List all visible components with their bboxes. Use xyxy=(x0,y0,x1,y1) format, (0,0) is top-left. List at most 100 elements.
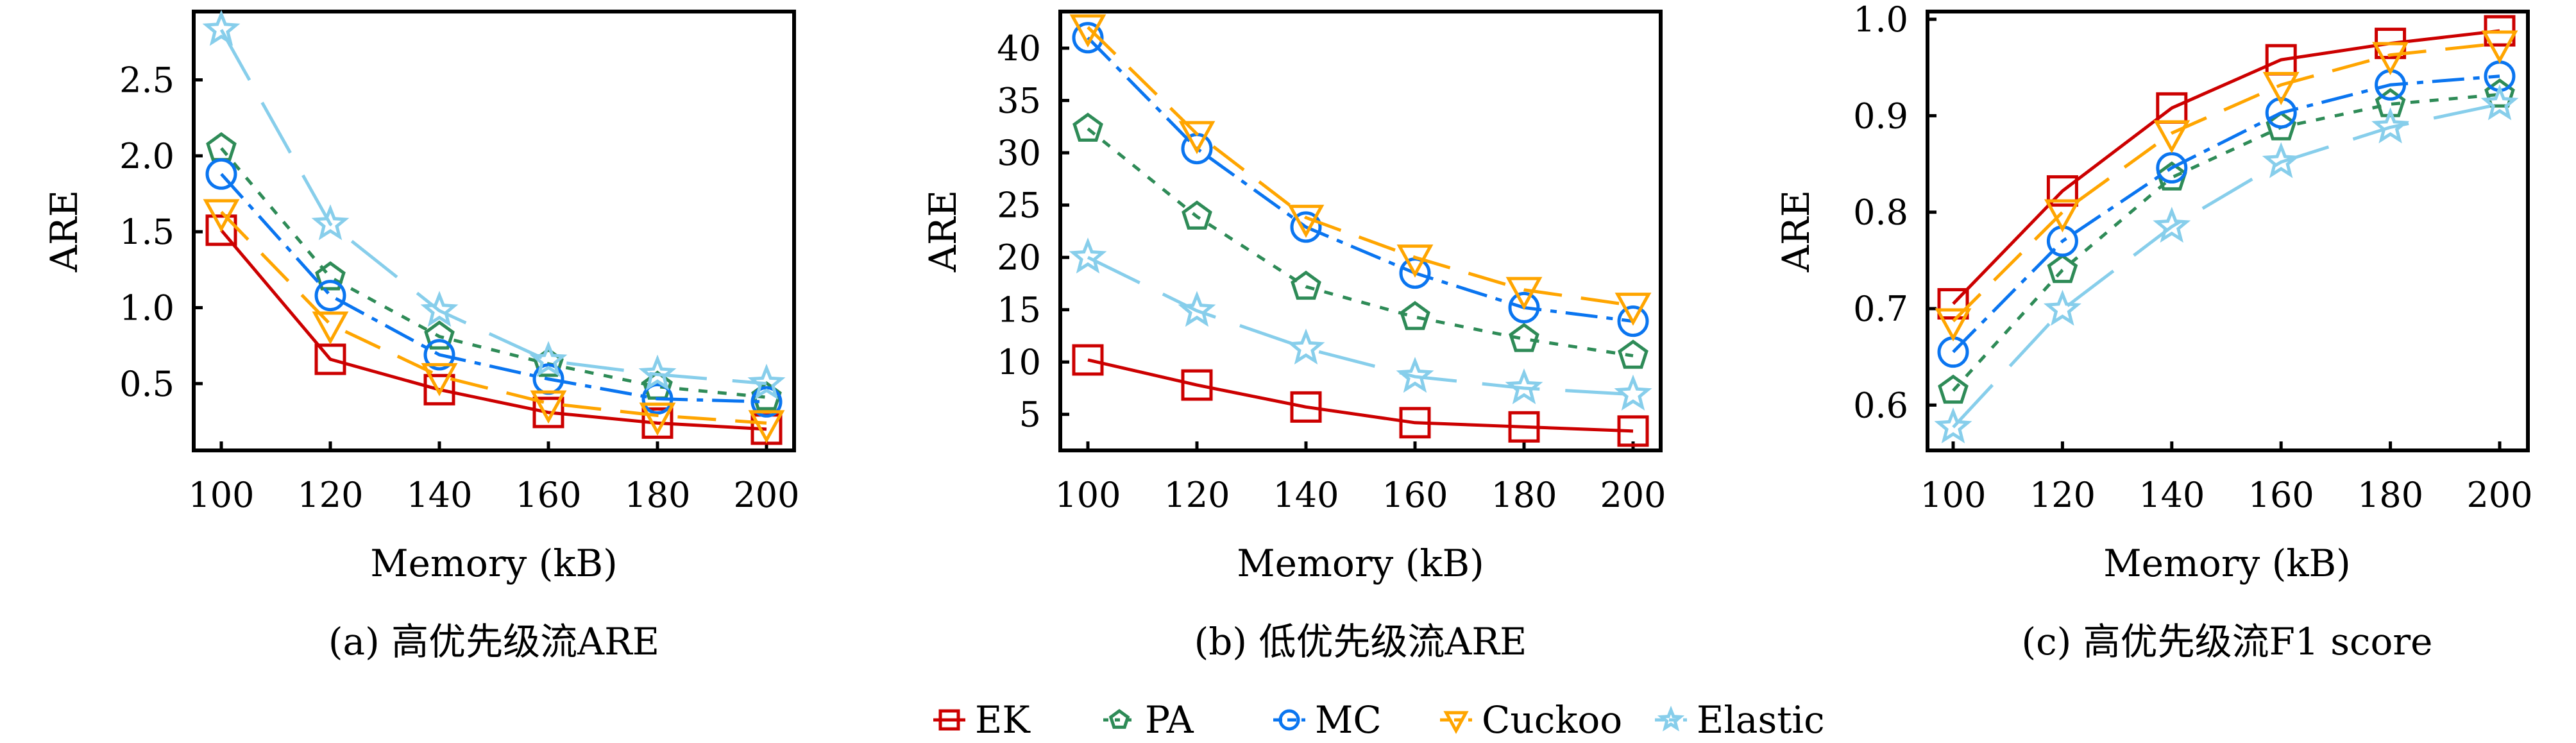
data-point-ek xyxy=(1937,287,1969,320)
x-tick-label: 100 xyxy=(1055,475,1121,515)
y-tick-label: 2.0 xyxy=(119,136,174,176)
legend-label: MC xyxy=(1315,698,1382,742)
data-point-mc xyxy=(1290,211,1322,243)
data-point-elastic xyxy=(1614,374,1652,411)
data-point-ek xyxy=(423,373,455,406)
data-point-ek xyxy=(2046,175,2078,207)
data-point-ek xyxy=(1181,369,1213,401)
data-point-ek xyxy=(1290,391,1322,423)
panel-a-caption: (a) 高优先级流ARE xyxy=(328,620,659,663)
data-point-elastic xyxy=(2153,207,2191,243)
panel-b-y-axis-label: ARE xyxy=(921,190,965,273)
y-tick-label: 1.0 xyxy=(1853,0,1908,40)
panel-c: 100 120 140 160 180 200 0.6 0.7 0.8 0.9 1.0 ARE Me… xyxy=(1774,0,2533,663)
data-point-ek xyxy=(1508,411,1540,443)
data-point-pa xyxy=(424,320,455,350)
data-point-elastic xyxy=(529,341,568,377)
x-tick-label: 120 xyxy=(297,475,363,515)
data-point-elastic xyxy=(2043,289,2081,326)
panel-b-plot-area: 100 120 140 160 180 200 5 10 15 20 25 30 35 40 xyxy=(997,10,1666,515)
x-tick-label: 160 xyxy=(1382,475,1448,515)
data-point-pa xyxy=(206,132,237,162)
data-point-elastic xyxy=(2262,142,2300,178)
data-point-pa xyxy=(1618,339,1648,369)
data-point-elastic xyxy=(2480,84,2519,121)
data-point-elastic xyxy=(1069,237,1107,274)
data-point-cuckoo xyxy=(2044,199,2081,233)
data-point-pa xyxy=(2156,161,2187,191)
data-point-cuckoo xyxy=(2481,30,2518,64)
data-point-elastic xyxy=(747,363,786,400)
data-point-pa xyxy=(1182,200,1212,230)
data-point-cuckoo xyxy=(203,199,240,233)
data-point-pa xyxy=(2047,253,2078,284)
data-point-mc xyxy=(205,158,237,190)
y-tick-label: 15 xyxy=(997,290,1041,330)
x-tick-label: 200 xyxy=(2466,475,2532,515)
data-point-cuckoo xyxy=(1505,277,1543,311)
data-point-elastic xyxy=(1287,329,1325,365)
legend-item-cuckoo: Cuckoo xyxy=(1440,698,1622,742)
x-tick-label: 120 xyxy=(1164,475,1230,515)
legend-marker-circle-icon xyxy=(1278,709,1300,731)
data-point-pa xyxy=(1938,374,1969,404)
panel-b: 100 120 140 160 180 200 5 10 15 20 25 30 35 40 ARE Me… xyxy=(921,10,1666,663)
data-point-pa xyxy=(315,261,346,291)
legend-label: PA xyxy=(1145,698,1194,742)
data-point-cuckoo xyxy=(312,311,349,345)
x-tick-label: 180 xyxy=(2357,475,2423,515)
x-tick-label: 100 xyxy=(188,475,254,515)
data-point-elastic xyxy=(420,291,459,327)
data-point-pa xyxy=(1291,270,1321,300)
series-line-ek xyxy=(220,229,767,431)
series-line-mc xyxy=(1952,74,2500,354)
y-tick-label: 0.9 xyxy=(1853,96,1908,136)
data-point-cuckoo xyxy=(1935,308,1972,342)
data-point-cuckoo xyxy=(2153,120,2190,154)
y-tick-label: 0.5 xyxy=(119,364,174,404)
y-tick-label: 0.6 xyxy=(1853,385,1908,425)
data-point-mc xyxy=(1508,291,1540,323)
data-point-ek xyxy=(1399,407,1431,439)
data-point-cuckoo xyxy=(421,363,458,397)
data-point-cuckoo xyxy=(639,402,676,436)
series-line-ek xyxy=(1087,358,1634,433)
data-point-cuckoo xyxy=(2262,72,2300,105)
series-line-pa xyxy=(220,147,767,399)
x-tick-label: 200 xyxy=(1600,475,1666,515)
legend-marker-star-icon xyxy=(1657,705,1685,731)
series-line-elastic xyxy=(1952,102,2500,429)
y-tick-label: 0.8 xyxy=(1853,192,1908,233)
panel-a: 100 120 140 160 180 200 0.5 1.0 1.5 2.0 2.5 ARE Me… xyxy=(42,10,800,663)
y-tick-label: 20 xyxy=(997,237,1041,278)
data-point-elastic xyxy=(1934,407,1972,443)
x-tick-label: 120 xyxy=(2029,475,2096,515)
data-point-pa xyxy=(1509,323,1539,352)
series-line-elastic xyxy=(1087,255,1634,397)
data-point-pa xyxy=(2484,78,2515,108)
x-tick-label: 180 xyxy=(624,475,690,515)
data-point-pa xyxy=(1072,112,1103,142)
data-point-cuckoo xyxy=(748,410,785,443)
series-line-elastic xyxy=(219,29,767,386)
data-point-ek xyxy=(314,343,346,375)
plot-frame xyxy=(1058,10,1663,452)
data-point-ek xyxy=(205,214,237,246)
data-point-cuckoo xyxy=(1396,244,1434,278)
data-point-mc xyxy=(1617,305,1649,337)
plot-frame xyxy=(192,10,796,452)
series-line-cuckoo xyxy=(1087,26,1634,307)
y-tick-label: 0.7 xyxy=(1853,289,1908,329)
data-point-elastic xyxy=(1178,291,1216,327)
legend-marker-square-icon xyxy=(938,709,960,731)
y-tick-label: 30 xyxy=(997,133,1041,173)
panel-c-y-axis-label: ARE xyxy=(1774,190,1818,273)
x-tick-label: 160 xyxy=(2248,475,2314,515)
series-line-pa xyxy=(1087,127,1634,357)
series-line-cuckoo xyxy=(1952,42,2500,323)
data-point-mc xyxy=(641,383,674,415)
legend-label: EK xyxy=(975,698,1031,742)
plot-frame xyxy=(1926,10,2530,452)
data-point-cuckoo xyxy=(1069,14,1106,48)
y-tick-label: 10 xyxy=(997,342,1041,382)
